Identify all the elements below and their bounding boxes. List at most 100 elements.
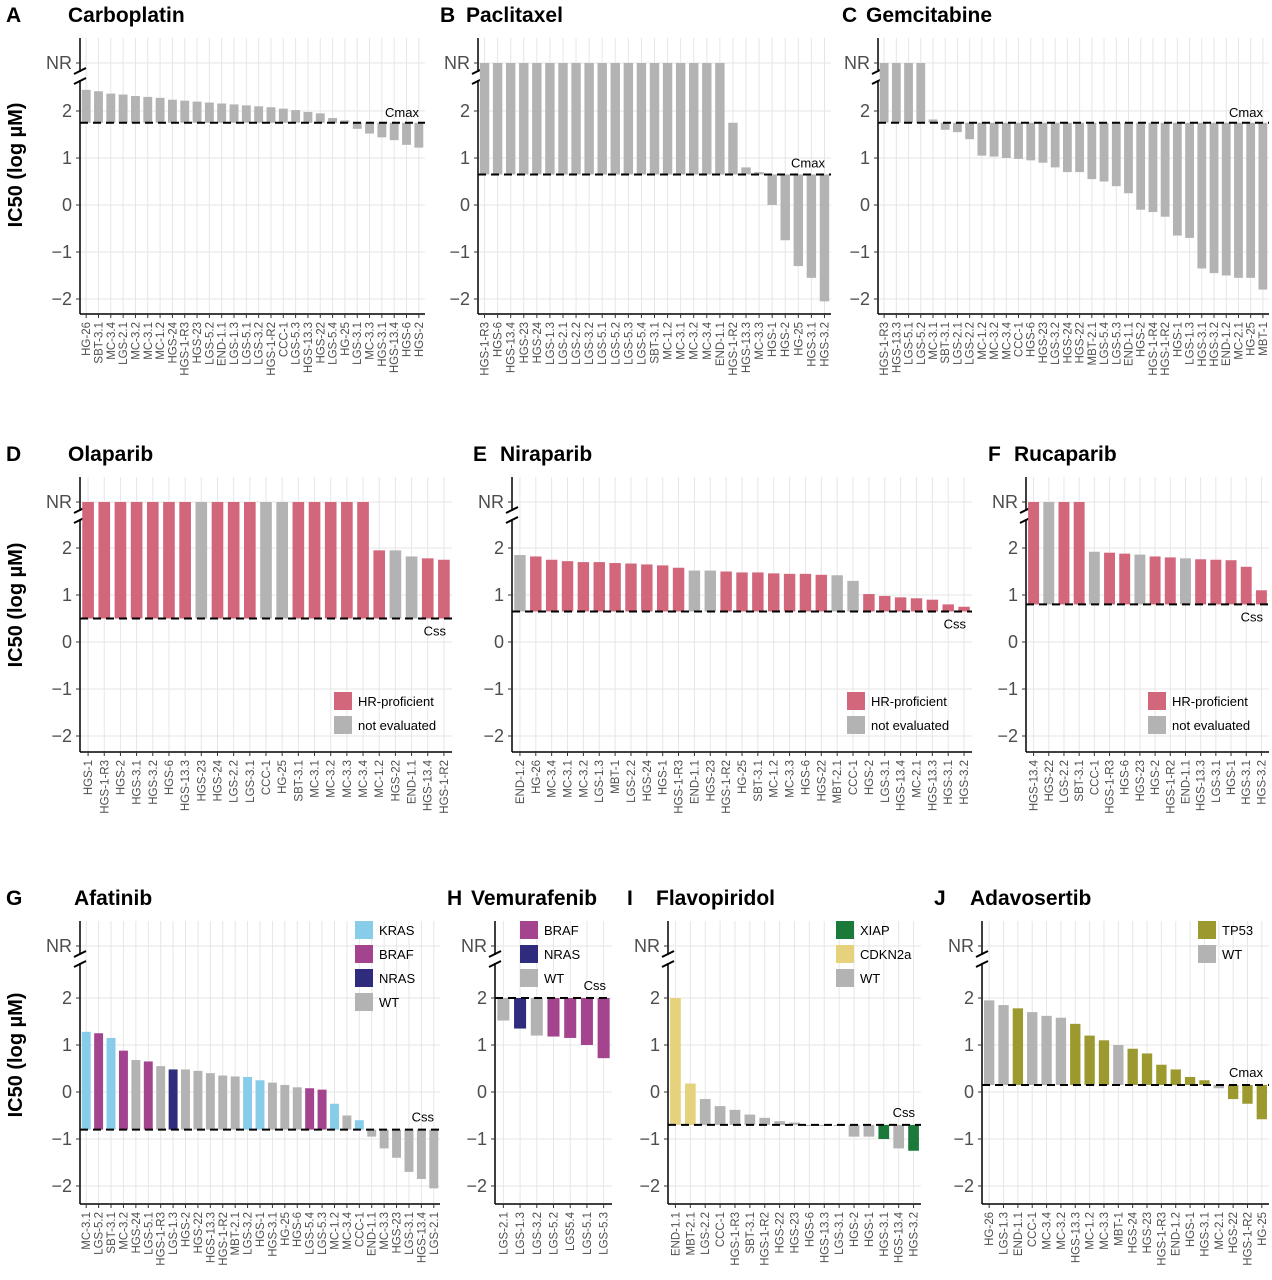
- legend-label: HR-proficient: [871, 694, 947, 709]
- bar-CCC-1: [278, 108, 288, 123]
- y-tick-label: −2: [51, 1176, 72, 1196]
- x-tick-label: SBT-3.1: [940, 322, 952, 364]
- reference-label: Css: [412, 1110, 435, 1125]
- x-tick-label: MC-3.4: [1042, 1211, 1054, 1249]
- bar-LGS-3.1: [1210, 559, 1222, 605]
- bar-MC-3.2: [131, 95, 140, 123]
- bar-HG-25: [276, 502, 288, 619]
- x-tick-label: LGS-3.2: [1050, 322, 1062, 365]
- bar-LGS-2.2: [571, 63, 581, 175]
- bar-HGS-24: [131, 1060, 141, 1130]
- bar-SBT-3.1: [292, 502, 305, 619]
- y-tick-label: 2: [1008, 538, 1018, 558]
- x-tick-label: LGS-5.3: [623, 322, 635, 365]
- legend-label: not evaluated: [871, 718, 949, 733]
- bar-LGS-2.1: [953, 122, 962, 133]
- y-tick-label: 2: [62, 101, 72, 121]
- x-tick-label: LGS-2.1: [498, 1212, 510, 1255]
- x-tick-label: SBT-3.1: [650, 322, 662, 364]
- bar-LGS-2.1: [497, 998, 510, 1021]
- x-tick-label: HGS-6: [800, 760, 812, 795]
- bar-LGS-3.2: [530, 998, 543, 1036]
- bar-LGS-1.3: [593, 562, 605, 612]
- x-tick-label: LGS-3.1: [404, 1212, 416, 1255]
- x-tick-label: END-1.2: [1171, 1212, 1183, 1256]
- panel-title: Carboplatin: [68, 4, 185, 27]
- bar-MC-1.2: [373, 550, 386, 619]
- bar-HGS-1-R3: [180, 100, 190, 123]
- panel-letter: H: [447, 887, 462, 910]
- x-tick-label: LGS-2.1: [558, 322, 570, 365]
- x-tick-label: SBT-3.1: [1074, 760, 1086, 802]
- x-tick-label: HGS-1: [1226, 760, 1238, 795]
- x-tick-label: MC-3.4: [547, 759, 559, 797]
- reference-label: Css: [1241, 609, 1264, 624]
- x-tick-label: HGS-24: [167, 321, 179, 363]
- bar-HGS-24: [211, 502, 224, 619]
- x-tick-label: HGS-1: [1185, 1212, 1197, 1247]
- bar-LGS-3.1: [879, 595, 891, 612]
- x-tick-label: HG-25: [280, 1212, 292, 1246]
- bar-HGS-13.4: [894, 597, 907, 612]
- x-tick-label: HGS-23: [192, 322, 204, 364]
- x-tick-label: HGS-22: [315, 322, 327, 364]
- axis-break-mark: [73, 67, 87, 75]
- bar-HG-26: [530, 556, 542, 612]
- bar-LGS-5.3: [317, 1089, 327, 1130]
- legend-swatch: [334, 716, 352, 734]
- bar-SBT-3.1: [106, 1037, 116, 1130]
- bar-LGS-3.2: [584, 63, 594, 175]
- bar-END-1.1: [217, 103, 227, 123]
- x-tick-label: MC-1.2: [374, 760, 386, 798]
- bar-LGS-5.3: [1111, 122, 1121, 187]
- legend-swatch: [355, 945, 373, 963]
- panel-title: Niraparib: [500, 443, 592, 466]
- legend-label: not evaluated: [1172, 718, 1250, 733]
- x-tick-label: HGS-2: [1150, 760, 1162, 795]
- x-tick-label: LGS-3.1: [245, 760, 257, 803]
- y-tick-label: 2: [494, 538, 504, 558]
- panel-letter: A: [6, 4, 21, 27]
- x-tick-label: HGS-23: [705, 760, 717, 802]
- y-tick-label: 2: [62, 538, 72, 558]
- x-tick-label: MC-3.1: [563, 760, 575, 798]
- bar-LGS-5.4: [1099, 122, 1109, 182]
- y-tick-label: 2: [62, 988, 72, 1008]
- x-tick-label: LGS-5.1: [582, 1212, 594, 1255]
- y-tick-label: −1: [51, 1129, 72, 1149]
- panel-c: C Gemcitabine −2 −1 0 1 2 NR Cmax HGS-1-R3 HGS-13.…: [842, 4, 1270, 376]
- bar-MBT-1: [1113, 1045, 1124, 1085]
- bar-LGS-5.4: [636, 63, 647, 175]
- panel-title: Rucaparib: [1014, 443, 1117, 466]
- x-tick-label: MBT-2.1: [1087, 322, 1099, 365]
- legend-swatch: [836, 945, 854, 963]
- bar-HGS-1-R2: [720, 571, 732, 612]
- panel-d: D Olaparib −2 −1 0 1 2 NR Css HGS-1 HGS-1-R3 HGS-2 H…: [6, 443, 452, 814]
- x-tick-label: HGS-3.2: [1209, 322, 1221, 367]
- legend-label: KRAS: [379, 923, 415, 938]
- x-tick-label: LGS-3.1: [352, 322, 364, 365]
- panel-letter: C: [842, 4, 857, 27]
- legend-swatch: [836, 969, 854, 987]
- bar-LGS-2.1: [429, 1129, 439, 1189]
- x-tick-label: END-1.1: [1123, 322, 1135, 366]
- x-tick-label: HGS-23: [1135, 760, 1147, 802]
- y-tick-label: −2: [449, 289, 470, 309]
- bar-END-1.1: [670, 998, 681, 1125]
- y-tick-label: 1: [477, 1035, 487, 1055]
- y-tick-label: −2: [466, 1176, 487, 1196]
- bar-HGS-1: [255, 1080, 265, 1130]
- bar-LGS-2.2: [699, 1099, 711, 1125]
- x-tick-label: LGS-5.1: [904, 322, 916, 365]
- bar-LGS-5.1: [597, 63, 607, 175]
- x-tick-label: HGS-13.3: [180, 760, 192, 811]
- x-tick-label: HGS-1-R2: [218, 1212, 230, 1266]
- x-tick-label: LGS-5.1: [597, 322, 609, 365]
- legend-swatch: [1148, 692, 1166, 710]
- x-tick-label: LGS-5.4: [1099, 321, 1111, 364]
- bar-LGS-5.3: [291, 110, 301, 123]
- bar-HGS-22: [1227, 1084, 1239, 1100]
- x-tick-label: HGS-1: [864, 1212, 876, 1247]
- x-tick-label: HGS-2: [414, 322, 426, 357]
- bar-HGS-22: [1043, 502, 1055, 605]
